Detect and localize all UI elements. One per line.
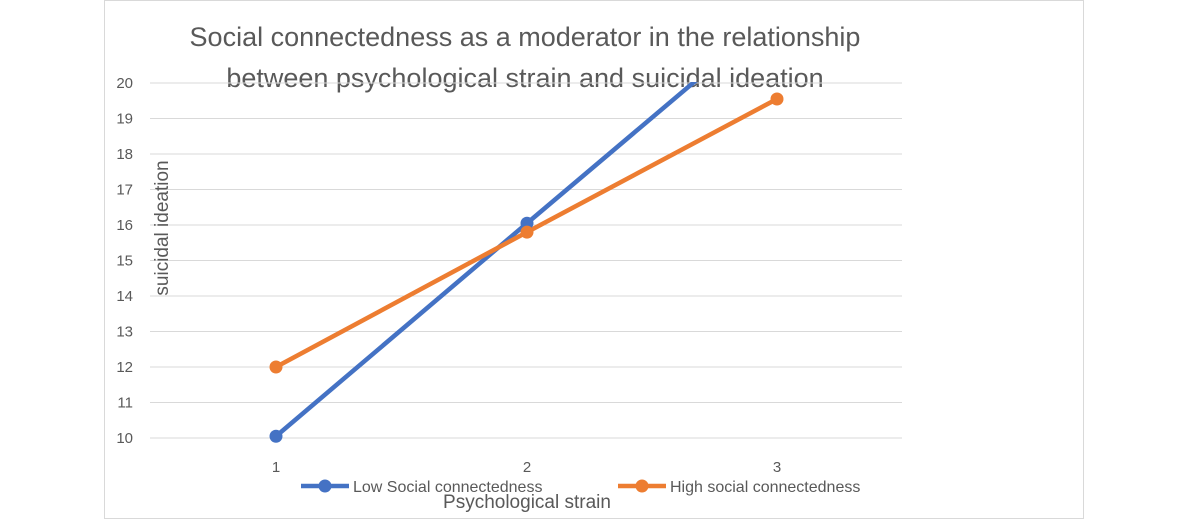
legend-marker-high-social-connectedness: [635, 479, 649, 493]
chart-title-line-1: Social connectedness as a moderator in t…: [190, 22, 861, 52]
data-point-high-social-connectedness-x1: [269, 360, 283, 374]
data-point-high-social-connectedness-x3: [770, 92, 784, 106]
legend: Low Social connectedness High social conn…: [301, 479, 860, 496]
y-axis-label: suicidal ideation: [152, 160, 173, 295]
y-tick-label-19: 19: [116, 111, 133, 128]
y-tick-label-14: 14: [116, 288, 133, 305]
x-axis-label: Psychological strain: [443, 492, 611, 513]
data-point-high-social-connectedness-x2: [520, 225, 534, 239]
legend-label-high-social-connectedness: High social connectedness: [670, 479, 860, 496]
series-markers: [269, 92, 784, 443]
y-tick-label-12: 12: [116, 359, 133, 376]
legend-marker-low-social-connectedness: [318, 479, 332, 493]
y-tick-label-11: 11: [117, 395, 133, 412]
data-point-low-social-connectedness-x1: [269, 429, 283, 443]
chart-title-line-2: between psychological strain and suicida…: [226, 63, 823, 93]
legend-label-low-social-connectedness: Low Social connectedness: [353, 479, 542, 496]
y-tick-label-15: 15: [116, 253, 133, 270]
x-tick-label-1: 1: [272, 459, 280, 476]
x-axis-ticks: 1 2 3: [272, 459, 781, 476]
y-tick-label-13: 13: [116, 324, 133, 341]
y-tick-label-10: 10: [116, 430, 133, 447]
y-tick-label-18: 18: [116, 146, 133, 163]
y-tick-label-20: 20: [116, 75, 133, 92]
x-tick-label-3: 3: [773, 459, 781, 476]
y-axis-ticks: 10 11 12 13 14 15 16 17 18 19 20: [116, 75, 133, 447]
y-tick-label-16: 16: [116, 217, 133, 234]
chart-frame: [104, 0, 1084, 519]
gridlines: [150, 82, 902, 439]
y-tick-label-17: 17: [116, 182, 133, 199]
x-tick-label-2: 2: [523, 459, 531, 476]
